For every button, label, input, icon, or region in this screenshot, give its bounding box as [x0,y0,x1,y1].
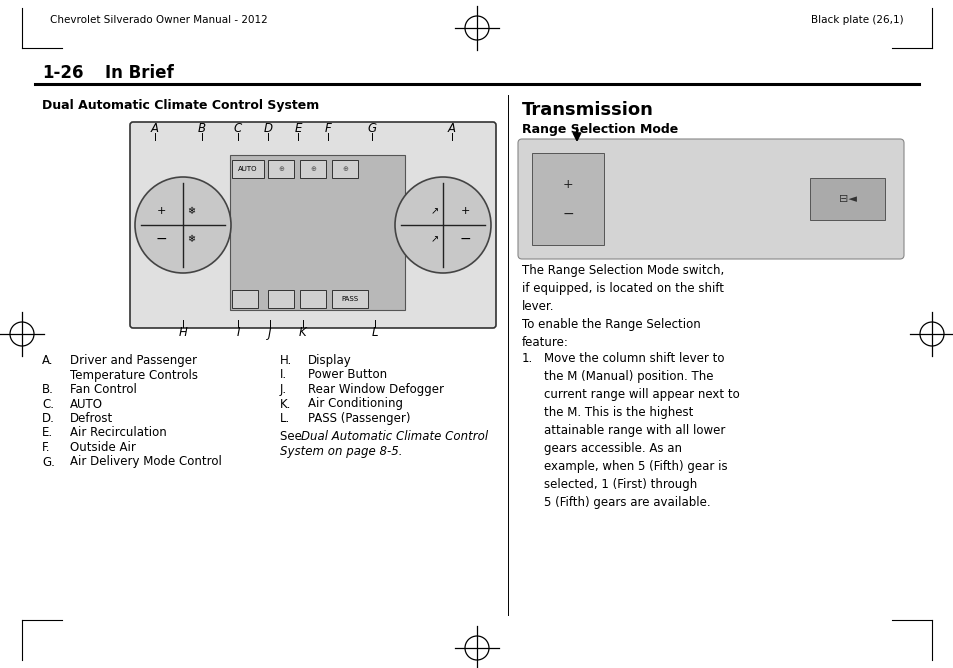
Circle shape [135,177,231,273]
Text: Dual Automatic Climate Control System: Dual Automatic Climate Control System [42,100,319,112]
Text: ❄: ❄ [187,234,194,244]
Text: D.: D. [42,412,55,425]
Text: −: − [458,232,471,246]
Text: System on page 8-5.: System on page 8-5. [280,445,402,458]
Text: Fan Control: Fan Control [70,383,136,396]
Text: A.: A. [42,354,53,367]
Text: K.: K. [280,397,291,411]
Text: +: + [562,178,573,190]
Text: PASS (Passenger): PASS (Passenger) [308,412,410,425]
Text: Air Conditioning: Air Conditioning [308,397,402,411]
Text: Defrost: Defrost [70,412,113,425]
FancyBboxPatch shape [517,139,903,259]
Text: Range Selection Mode: Range Selection Mode [521,124,678,136]
Text: Chevrolet Silverado Owner Manual - 2012: Chevrolet Silverado Owner Manual - 2012 [50,15,268,25]
Text: E: E [294,122,301,134]
Bar [332,290,368,308]
Text: J.: J. [280,383,287,396]
Bar [299,160,326,178]
Bar [232,290,257,308]
Text: D: D [263,122,273,134]
Text: 1-26: 1-26 [42,64,84,82]
Text: I.: I. [280,369,287,381]
Bar [232,160,264,178]
Text: Air Delivery Mode Control: Air Delivery Mode Control [70,456,222,468]
Text: Transmission: Transmission [521,101,653,119]
Bar [809,178,884,220]
Text: −: − [155,232,167,246]
Text: ⊕: ⊕ [277,166,284,172]
Bar [532,153,603,245]
Text: ↗: ↗ [431,206,438,216]
Text: Power Button: Power Button [308,369,387,381]
Text: B: B [198,122,206,134]
Text: Black plate (26,1): Black plate (26,1) [810,15,903,25]
Text: E.: E. [42,426,53,440]
Text: AUTO: AUTO [70,397,103,411]
Text: +: + [156,206,166,216]
Text: Display: Display [308,354,352,367]
FancyBboxPatch shape [130,122,496,328]
Bar [299,290,326,308]
Text: G.: G. [42,456,55,468]
Text: See: See [280,430,305,444]
Text: Dual Automatic Climate Control: Dual Automatic Climate Control [301,430,488,444]
Text: Temperature Controls: Temperature Controls [70,369,198,381]
Text: G: G [367,122,376,134]
Text: C.: C. [42,397,54,411]
Text: K: K [299,327,307,339]
Text: ⊕: ⊕ [310,166,315,172]
Text: Driver and Passenger: Driver and Passenger [70,354,196,367]
Text: ❄: ❄ [187,206,194,216]
Text: To enable the Range Selection
feature:: To enable the Range Selection feature: [521,318,700,349]
Text: ⊕: ⊕ [342,166,348,172]
Bar [332,160,357,178]
Text: H.: H. [280,354,292,367]
Text: Move the column shift lever to
the M (Manual) position. The
current range will a: Move the column shift lever to the M (Ma… [543,352,739,509]
Bar [230,155,405,310]
Text: L.: L. [280,412,290,425]
Text: B.: B. [42,383,53,396]
Text: 1.: 1. [521,352,533,365]
Text: F.: F. [42,441,51,454]
Text: C: C [233,122,242,134]
Text: Rear Window Defogger: Rear Window Defogger [308,383,443,396]
Text: A: A [151,122,159,134]
Text: I: I [236,327,239,339]
Text: Air Recirculation: Air Recirculation [70,426,167,440]
Bar [268,290,294,308]
Text: A: A [448,122,456,134]
Text: Outside Air: Outside Air [70,441,135,454]
Text: ⊟◄: ⊟◄ [838,194,856,204]
Text: J: J [268,327,272,339]
Circle shape [395,177,491,273]
Text: F: F [324,122,331,134]
Text: −: − [561,207,573,221]
Text: In Brief: In Brief [105,64,173,82]
Text: L: L [372,327,377,339]
Bar [268,160,294,178]
Text: The Range Selection Mode switch,
if equipped, is located on the shift
lever.: The Range Selection Mode switch, if equi… [521,264,723,313]
Text: H: H [178,327,187,339]
Text: AUTO: AUTO [238,166,257,172]
Text: PASS: PASS [341,296,358,302]
Text: ↗: ↗ [431,234,438,244]
Text: +: + [460,206,469,216]
